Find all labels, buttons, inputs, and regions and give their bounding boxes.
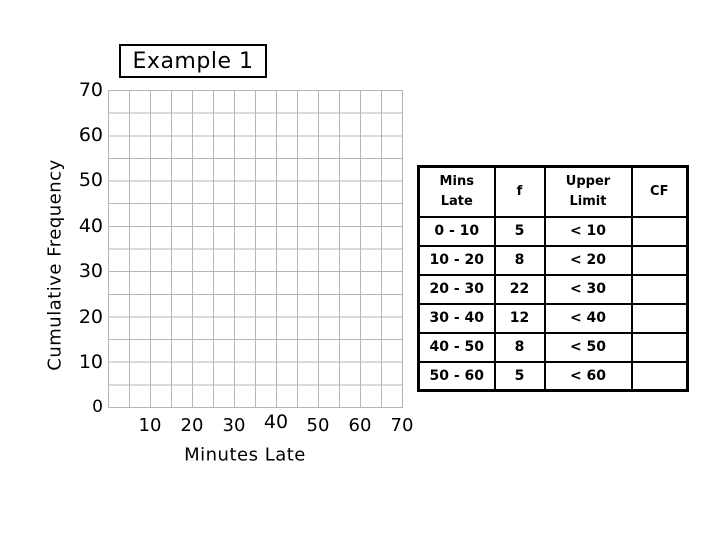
upper-limit-cell: < 20 bbox=[543, 244, 633, 276]
upper-limit-cell: < 50 bbox=[543, 331, 633, 363]
mins-late-cell: 40 - 50 bbox=[417, 331, 496, 363]
mins-late-cell: 0 - 10 bbox=[417, 215, 496, 247]
table-header-row: Mins Late f Upper Limit CF bbox=[417, 165, 689, 218]
header-frequency: f bbox=[493, 165, 546, 218]
x-tick-70: 70 bbox=[390, 414, 414, 436]
header-mins-late: Mins Late bbox=[417, 165, 496, 218]
cf-cell bbox=[630, 360, 689, 392]
mins-late-cell: 30 - 40 bbox=[417, 302, 496, 334]
frequency-cell: 8 bbox=[493, 244, 546, 276]
table-row: 30 - 40 12 < 40 bbox=[417, 302, 689, 334]
chart-grid bbox=[108, 90, 403, 408]
y-tick-0: 0 bbox=[92, 397, 103, 418]
cf-cell bbox=[630, 273, 689, 305]
header-cf: CF bbox=[630, 165, 689, 218]
y-tick-50: 50 bbox=[78, 169, 103, 192]
mins-late-cell: 50 - 60 bbox=[417, 360, 496, 392]
y-tick-60: 60 bbox=[78, 124, 103, 147]
upper-limit-cell: < 10 bbox=[543, 215, 633, 247]
cf-cell bbox=[630, 244, 689, 276]
x-tick-10: 10 bbox=[138, 414, 162, 436]
x-tick-40: 40 bbox=[263, 411, 289, 433]
y-tick-10: 10 bbox=[78, 350, 103, 373]
upper-limit-cell: < 40 bbox=[543, 302, 633, 334]
table-row: 0 - 10 5 < 10 bbox=[417, 215, 689, 247]
x-tick-20: 20 bbox=[180, 414, 204, 436]
upper-limit-cell: < 30 bbox=[543, 273, 633, 305]
example-title: Example 1 bbox=[132, 48, 254, 74]
frequency-table: Mins Late f Upper Limit CF 0 - 10 5 < 10 1… bbox=[417, 165, 689, 392]
y-tick-70: 70 bbox=[78, 78, 103, 101]
example-title-box: Example 1 bbox=[119, 44, 267, 78]
table-row: 10 - 20 8 < 20 bbox=[417, 244, 689, 276]
mins-late-cell: 10 - 20 bbox=[417, 244, 496, 276]
frequency-cell: 12 bbox=[493, 302, 546, 334]
x-tick-30: 30 bbox=[222, 414, 246, 436]
cf-cell bbox=[630, 302, 689, 334]
table-row: 20 - 30 22 < 30 bbox=[417, 273, 689, 305]
y-tick-20: 20 bbox=[78, 305, 103, 328]
upper-limit-cell: < 60 bbox=[543, 360, 633, 392]
frequency-cell: 8 bbox=[493, 331, 546, 363]
table-row: 40 - 50 8 < 50 bbox=[417, 331, 689, 363]
table-row: 50 - 60 5 < 60 bbox=[417, 360, 689, 392]
frequency-cell: 5 bbox=[493, 360, 546, 392]
x-tick-50: 50 bbox=[306, 414, 330, 436]
x-tick-60: 60 bbox=[348, 414, 372, 436]
cf-cell bbox=[630, 331, 689, 363]
x-axis-ticks: 10 20 30 40 50 60 70 bbox=[129, 411, 423, 437]
cf-cell bbox=[630, 215, 689, 247]
y-tick-40: 40 bbox=[78, 214, 103, 237]
y-axis-ticks: 70 60 50 40 30 20 10 0 bbox=[55, 67, 103, 430]
mins-late-cell: 20 - 30 bbox=[417, 273, 496, 305]
x-axis-title: Minutes Late bbox=[184, 444, 306, 466]
frequency-cell: 22 bbox=[493, 273, 546, 305]
frequency-cell: 5 bbox=[493, 215, 546, 247]
header-upper-limit: Upper Limit bbox=[543, 165, 633, 218]
y-tick-30: 30 bbox=[78, 260, 103, 283]
